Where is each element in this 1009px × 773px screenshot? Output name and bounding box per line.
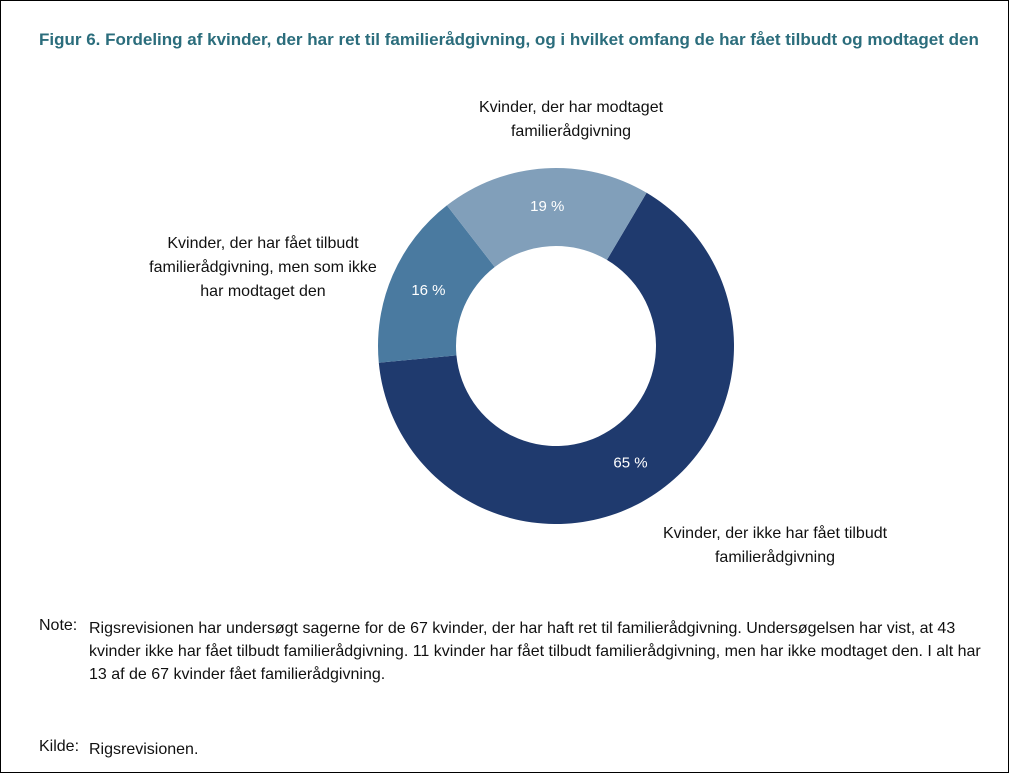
value-label: 19 % [530,198,564,215]
donut-slice [446,168,647,267]
source-text: Rigsrevisionen. [89,741,199,758]
donut-slice [378,192,734,525]
value-label: 65 % [613,454,647,471]
value-label: 16 % [411,282,445,299]
source-label: Kilde: [39,738,80,755]
note-label: Note: [39,617,78,634]
note-text: Rigsrevisionen har undersøgt sagerne for… [89,620,981,683]
category-label: Kvinder, der har modtaget familierådgivn… [478,99,664,140]
donut-slice [378,205,495,363]
category-label: Kvinder, der har fået tilbudt familieråd… [149,235,377,300]
chart-title: Figur 6. Fordeling af kvinder, der har r… [39,30,979,49]
category-label: Kvinder, der ikke har fået tilbudt famil… [662,525,888,566]
